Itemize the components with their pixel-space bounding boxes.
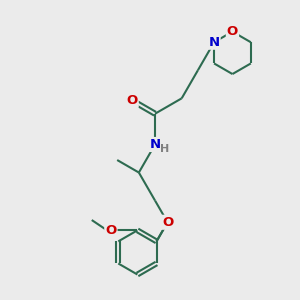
Text: O: O: [105, 224, 116, 237]
Text: H: H: [160, 144, 169, 154]
Text: N: N: [208, 36, 220, 49]
Text: O: O: [162, 216, 173, 229]
Text: N: N: [149, 138, 161, 151]
Text: O: O: [127, 94, 138, 107]
Text: O: O: [227, 25, 238, 38]
